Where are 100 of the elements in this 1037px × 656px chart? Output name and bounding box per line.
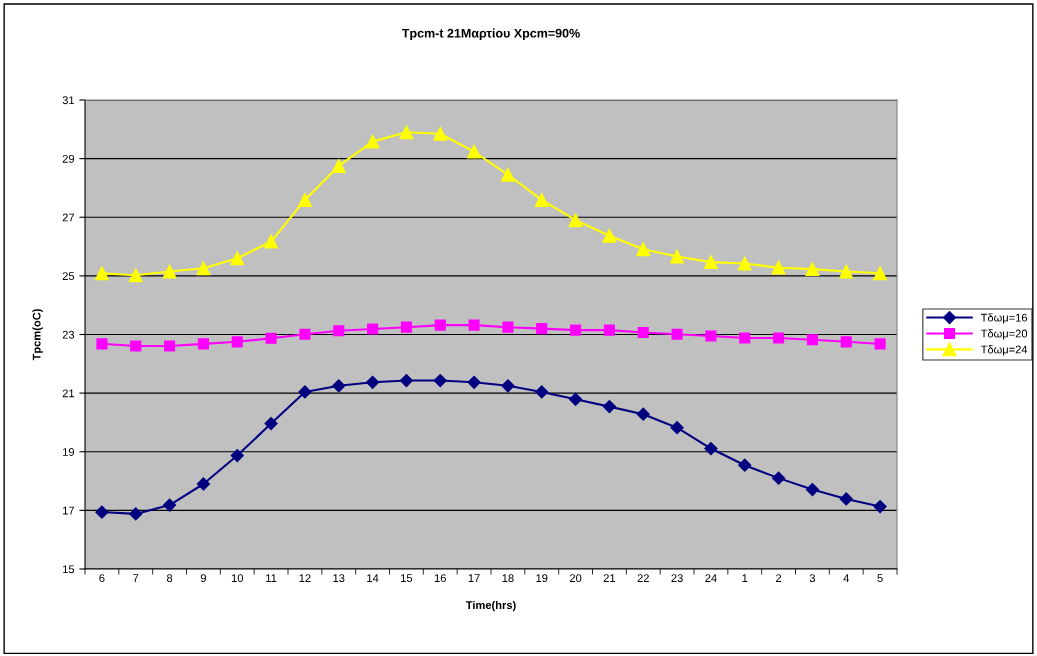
point	[196, 477, 211, 491]
point	[738, 458, 752, 472]
point	[535, 385, 549, 399]
point	[839, 492, 853, 506]
x-tick-label: 6	[99, 574, 105, 583]
y-tick-label: 19	[63, 448, 75, 456]
point	[501, 379, 515, 393]
point	[333, 325, 345, 337]
x-tick-label: 10	[231, 574, 243, 583]
point	[230, 251, 245, 266]
point	[231, 336, 243, 348]
point	[162, 264, 177, 279]
point	[602, 400, 617, 414]
point	[570, 324, 582, 336]
legend-label: Τδωμ=20	[980, 329, 1028, 340]
point	[367, 323, 379, 335]
point	[230, 448, 244, 463]
x-tick-label: 20	[569, 574, 582, 583]
x-tick-label: 18	[502, 574, 514, 583]
x-tick-label: 7	[133, 574, 139, 582]
x-tick-label: 11	[266, 574, 277, 582]
point	[433, 126, 448, 141]
point	[434, 319, 446, 331]
point	[805, 482, 820, 497]
point	[737, 256, 752, 271]
point	[771, 471, 786, 485]
point	[332, 379, 346, 393]
point	[196, 261, 211, 276]
x-tick-label: 17	[468, 574, 480, 582]
point	[671, 328, 683, 340]
y-tick-label: 27	[62, 213, 75, 222]
point	[603, 324, 615, 336]
point	[365, 134, 380, 149]
point	[298, 385, 312, 399]
x-axis-title: Time(hrs)	[465, 600, 516, 612]
x-tick-label: 2	[776, 574, 782, 582]
point	[502, 321, 514, 333]
point	[602, 228, 617, 243]
y-tick-label: 31	[62, 96, 75, 105]
point	[331, 159, 346, 173]
point	[162, 498, 177, 512]
point	[873, 266, 888, 281]
point	[568, 213, 583, 228]
point	[637, 326, 649, 339]
point	[840, 336, 852, 348]
x-tick-label: 23	[671, 574, 683, 583]
point	[400, 321, 412, 333]
point	[433, 373, 447, 388]
point	[534, 193, 549, 207]
point	[536, 323, 548, 335]
point	[636, 407, 650, 421]
point	[95, 505, 109, 519]
y-axis-title: Tpcm(oC)	[32, 309, 43, 361]
x-tick-label: 3	[809, 574, 816, 583]
point	[197, 338, 209, 350]
x-tick-label: 9	[200, 574, 206, 583]
x-tick-label: 13	[333, 574, 345, 583]
point	[636, 242, 651, 257]
point	[670, 421, 684, 435]
point	[874, 338, 886, 350]
x-tick-label: 19	[536, 574, 548, 583]
point	[399, 125, 414, 140]
point	[703, 255, 718, 270]
x-tick-label: 8	[166, 574, 173, 583]
point	[839, 264, 854, 279]
point	[568, 392, 583, 406]
point	[265, 332, 277, 344]
point	[873, 499, 887, 514]
y-tick-label: 15	[63, 565, 75, 574]
point	[264, 234, 279, 249]
point	[468, 319, 480, 331]
legend-label: Τδωμ=24	[980, 345, 1028, 356]
point	[467, 375, 481, 389]
point	[467, 144, 482, 159]
x-tick-label: 21	[603, 574, 616, 582]
y-tick-label: 25	[62, 272, 75, 281]
x-tick-label: 5	[877, 574, 883, 583]
x-tick-label: 12	[299, 574, 311, 582]
point	[94, 266, 109, 281]
point	[365, 375, 380, 389]
point	[705, 330, 717, 342]
point	[130, 340, 142, 352]
point	[96, 338, 108, 350]
x-tick-label: 14	[367, 574, 379, 582]
x-tick-label: 4	[843, 574, 850, 582]
point	[806, 334, 818, 346]
point	[129, 507, 143, 521]
point	[670, 249, 685, 264]
point	[739, 332, 751, 344]
x-tick-label: 15	[401, 574, 413, 583]
y-tick-label: 21	[62, 389, 75, 398]
x-tick-label: 1	[742, 574, 748, 582]
point	[399, 373, 414, 388]
legend-label: Τδωμ=16	[980, 313, 1028, 324]
x-tick-label: 24	[705, 574, 717, 582]
point	[704, 441, 718, 456]
y-tick-label: 23	[62, 330, 75, 339]
point	[164, 340, 176, 352]
point	[264, 417, 278, 431]
point	[299, 328, 311, 340]
